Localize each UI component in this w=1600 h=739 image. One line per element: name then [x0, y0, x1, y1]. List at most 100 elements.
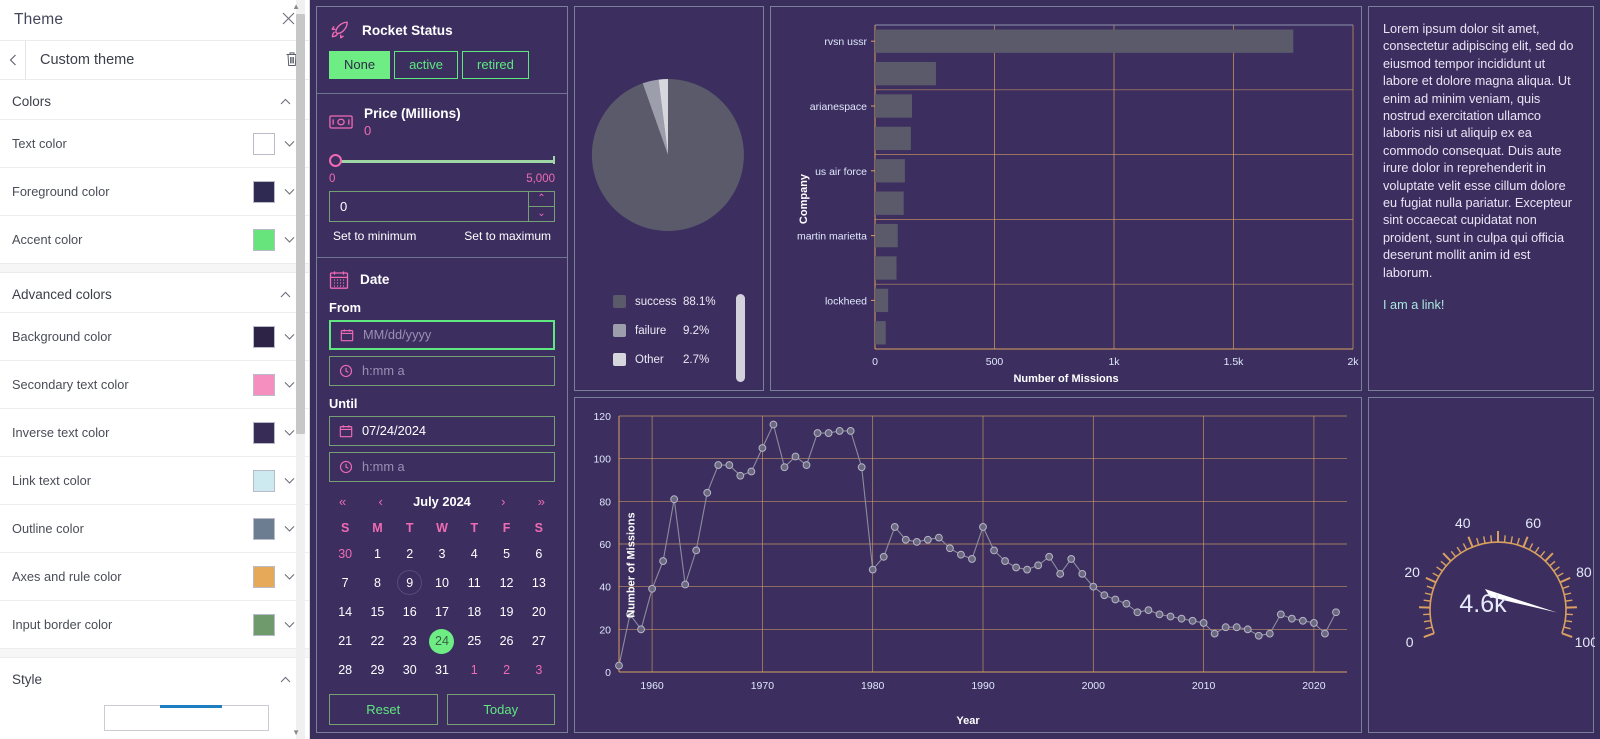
line-point[interactable]	[802, 461, 811, 469]
price-slider-handle[interactable]	[329, 153, 342, 167]
line-point[interactable]	[1188, 616, 1197, 625]
calendar-day[interactable]: 20	[523, 599, 555, 626]
line-point[interactable]	[659, 557, 668, 565]
line-point[interactable]	[1045, 552, 1054, 561]
line-point[interactable]	[1001, 557, 1009, 565]
line-point[interactable]	[1210, 629, 1219, 638]
line-point[interactable]	[846, 427, 855, 435]
line-point[interactable]	[990, 546, 998, 555]
line-point[interactable]	[626, 610, 634, 619]
chevron-down-icon[interactable]	[284, 619, 295, 631]
line-chart[interactable]: 0 20 40 60 80 100 120 1960 1970 1980 1990 2000 2010 2…	[575, 398, 1363, 734]
calendar-day[interactable]: 12	[490, 570, 522, 597]
line-point[interactable]	[979, 523, 987, 531]
line-point[interactable]	[1012, 563, 1020, 572]
line-point[interactable]	[1221, 623, 1230, 632]
calendar-day[interactable]: 4	[458, 541, 490, 568]
chevron-up-icon[interactable]	[280, 674, 291, 686]
line-point[interactable]	[1155, 610, 1164, 619]
calendar-day[interactable]: 13	[523, 570, 555, 597]
line-point[interactable]	[703, 488, 712, 497]
calendar-day[interactable]: 8	[361, 570, 393, 597]
line-point[interactable]	[1034, 561, 1043, 570]
chevron-down-icon[interactable]	[284, 571, 295, 583]
price-number-input[interactable]: 0	[329, 190, 529, 222]
calendar-reset-button[interactable]: Reset	[329, 693, 438, 725]
line-point[interactable]	[868, 565, 877, 574]
chevron-up-icon[interactable]	[280, 289, 291, 301]
calendar-day[interactable]: 21	[329, 628, 361, 655]
time-from-input[interactable]: h:mm a	[329, 355, 555, 386]
color-row-secondary-text-color[interactable]: Secondary text color	[0, 360, 309, 408]
color-swatch[interactable]	[253, 565, 275, 588]
bar-3[interactable]	[875, 126, 911, 151]
calendar-day[interactable]: 18	[458, 599, 490, 626]
bar-5[interactable]	[875, 191, 904, 215]
bar-1[interactable]	[875, 61, 936, 86]
price-slider[interactable]	[329, 153, 555, 168]
color-row-input-border-color[interactable]: Input border color	[0, 600, 309, 648]
calendar-day[interactable]: 23	[394, 628, 426, 655]
pie-slice-success[interactable]	[591, 79, 744, 231]
calendar-day[interactable]: 19	[490, 599, 522, 626]
calendar-day[interactable]: 11	[458, 570, 490, 597]
calendar-day[interactable]: 30	[329, 541, 361, 568]
line-point[interactable]	[692, 546, 701, 555]
line-point[interactable]	[637, 625, 645, 634]
calendar-day[interactable]: 29	[361, 657, 393, 684]
line-point[interactable]	[1332, 608, 1340, 617]
calendar-day[interactable]: 3	[523, 657, 555, 684]
line-point[interactable]	[1067, 555, 1076, 563]
line-point[interactable]	[791, 452, 800, 461]
back-chevron-icon[interactable]	[0, 41, 26, 79]
scroll-down-arrow-icon[interactable]: ▼	[292, 728, 300, 737]
calendar-day[interactable]: 17	[426, 599, 458, 626]
calendar-day[interactable]: 5	[490, 541, 522, 568]
calendar-day[interactable]: 1	[361, 541, 393, 568]
calendar-day[interactable]: 2	[394, 541, 426, 568]
line-point[interactable]	[736, 471, 745, 480]
price-stepper-down[interactable]: ⌄	[529, 205, 554, 221]
line-point[interactable]	[1232, 623, 1241, 632]
chevron-down-icon[interactable]	[284, 138, 295, 150]
calendar-day[interactable]: 14	[329, 599, 361, 626]
section-advanced-colors-header[interactable]: Advanced colors	[0, 273, 309, 312]
bar-4[interactable]	[875, 159, 905, 183]
line-point[interactable]	[1100, 591, 1109, 600]
color-row-axes-and-rule-color[interactable]: Axes and rule color	[0, 552, 309, 600]
legend-item[interactable]: success 88.1%	[613, 295, 716, 308]
line-point[interactable]	[1310, 619, 1318, 627]
line-point[interactable]	[1276, 610, 1285, 619]
line-point[interactable]	[901, 535, 910, 544]
chevron-up-icon[interactable]	[280, 96, 291, 108]
calendar-day[interactable]: 10	[426, 570, 458, 597]
calendar-next-month-button[interactable]: ›	[501, 493, 506, 509]
calendar-prev-month-button[interactable]: ‹	[378, 493, 383, 509]
line-point[interactable]	[813, 429, 822, 437]
calendar-next-year-button[interactable]: »	[537, 493, 545, 509]
pie-legend-scrollbar-thumb[interactable]	[736, 294, 745, 382]
bar-chart[interactable]: rvsn ussr arianespace us air force martin m…	[771, 7, 1363, 392]
set-to-maximum-button[interactable]: Set to maximum	[464, 228, 551, 243]
color-swatch[interactable]	[253, 421, 275, 444]
calendar-day[interactable]: 1	[458, 657, 490, 684]
line-point[interactable]	[1089, 582, 1098, 591]
rocket-status-option-active[interactable]: active	[394, 51, 459, 79]
line-point[interactable]	[780, 463, 789, 472]
calendar-day[interactable]: 31	[426, 657, 458, 684]
chevron-down-icon[interactable]	[284, 186, 295, 198]
line-point[interactable]	[615, 661, 623, 670]
color-swatch[interactable]	[253, 228, 275, 251]
bar-6[interactable]	[875, 223, 898, 248]
rocket-status-option-retired[interactable]: retired	[462, 51, 529, 79]
pie-slice-failure[interactable]	[642, 79, 668, 155]
color-row-inverse-text-color[interactable]: Inverse text color	[0, 408, 309, 456]
line-point[interactable]	[681, 580, 690, 589]
line-point[interactable]	[1056, 569, 1065, 578]
line-point[interactable]	[835, 427, 844, 435]
calendar-day[interactable]: 15	[361, 599, 393, 626]
color-row-link-text-color[interactable]: Link text color	[0, 456, 309, 504]
line-point[interactable]	[1177, 614, 1186, 623]
line-point[interactable]	[1078, 569, 1087, 578]
chevron-down-icon[interactable]	[284, 234, 295, 246]
